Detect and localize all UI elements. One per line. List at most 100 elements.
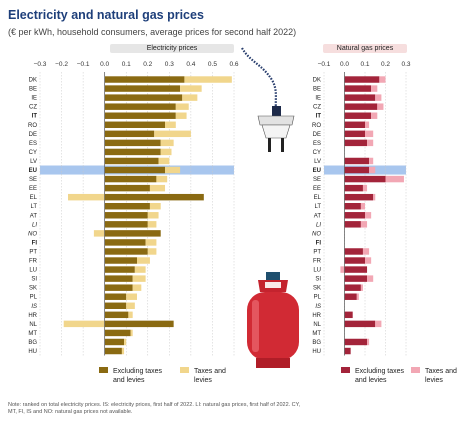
gas-bar-excl <box>344 284 361 291</box>
elec-bar-tax <box>175 112 187 119</box>
gas-bar-tax <box>362 184 368 192</box>
elec-bar-tax <box>160 139 174 147</box>
gas-bar-excl <box>344 248 363 255</box>
gas-country-label: PT <box>313 249 321 255</box>
gas-bar-tax <box>362 248 370 255</box>
elec-bar-excl <box>104 103 176 110</box>
elec-country-label: IE <box>31 96 37 102</box>
elec-country-label: NO <box>28 231 37 237</box>
elec-country-label: EL <box>30 195 38 201</box>
elec-country-label: IT <box>32 114 38 120</box>
gas-bar-tax <box>367 275 374 282</box>
elec-bar-excl <box>104 266 135 273</box>
elec-bar-excl <box>104 338 125 346</box>
gas-country-label: DE <box>313 132 321 138</box>
gas-country-label: CY <box>313 150 321 156</box>
elec-bar-excl <box>104 76 185 83</box>
elec-bar-excl <box>104 248 148 255</box>
elec-bar-excl <box>104 212 148 219</box>
gas-cylinder-icon <box>247 272 299 368</box>
elec-bar-tax <box>149 203 161 210</box>
elec-tick-label: 0.1 <box>122 61 131 68</box>
gas-country-label: PL <box>314 295 322 301</box>
gas-country-label: LV <box>314 159 321 165</box>
gas-bar-tax <box>385 175 404 183</box>
elec-bar-tax <box>160 148 172 156</box>
gas-bar-tax <box>375 320 382 328</box>
elec-country-label: SE <box>29 177 37 183</box>
gas-tick-label: 0.2 <box>381 61 390 68</box>
elec-bar-excl <box>104 184 150 192</box>
gas-bar-excl <box>344 193 374 201</box>
elec-bar-tax <box>126 302 135 309</box>
gas-bar-excl <box>344 175 386 183</box>
gas-bar-excl <box>344 121 365 128</box>
page-title: Electricity and natural gas prices <box>8 8 204 22</box>
elec-country-label: EE <box>29 186 37 192</box>
elec-country-label: CY <box>29 150 37 156</box>
legend-elec-tax-swatch <box>180 367 189 373</box>
gas-country-label: NO <box>312 231 321 237</box>
elec-bar-tax <box>145 239 157 246</box>
legend-gas-tax-label: Taxes and <box>425 368 457 375</box>
gas-country-label: AT <box>314 213 322 219</box>
elec-country-label: FR <box>29 259 38 265</box>
elec-bar-excl <box>104 85 181 92</box>
gas-bar-tax <box>360 221 368 228</box>
legend-elec-excl-label: and levies <box>113 377 145 384</box>
elec-country-label: IS <box>31 304 37 310</box>
gas-bar-excl <box>344 212 365 219</box>
gas-bar-tax <box>377 103 384 110</box>
gas-bar-tax <box>356 293 359 300</box>
elec-tick-label: −0.1 <box>77 61 90 68</box>
elec-country-label: RO <box>28 123 37 129</box>
gas-country-label: BG <box>312 340 321 346</box>
elec-country-label: LI <box>32 222 37 228</box>
legend-elec-tax-label: levies <box>194 377 212 384</box>
gas-country-label: DK <box>313 78 321 84</box>
elec-bar-tax <box>63 320 105 328</box>
elec-bar-excl <box>104 230 161 237</box>
gas-country-label: ES <box>313 141 321 147</box>
gas-panel-title: Natural gas prices <box>323 44 407 53</box>
elec-bar-excl <box>104 193 204 201</box>
elec-bar-tax <box>128 311 133 319</box>
elec-bar-excl <box>104 112 176 119</box>
elec-bar-tax <box>132 284 142 291</box>
elec-country-label: PT <box>29 249 37 255</box>
gas-bar-excl <box>344 275 368 282</box>
elec-bar-excl <box>104 329 131 337</box>
legend-gas-excl-label: and levies <box>355 377 387 384</box>
gas-bar-excl <box>344 293 357 300</box>
elec-country-label: DK <box>29 78 37 84</box>
elec-bar-tax <box>134 266 146 273</box>
elec-country-label: MT <box>28 331 37 337</box>
elec-bar-excl <box>104 293 127 300</box>
elec-bar-excl <box>104 320 174 328</box>
legend-gas-excl-swatch <box>341 367 350 373</box>
elec-country-label: DE <box>29 132 37 138</box>
legend-elec-excl-swatch <box>99 367 108 373</box>
gas-bar-excl <box>344 112 372 119</box>
legend-gas-tax-swatch <box>411 367 420 373</box>
gas-bar-excl <box>344 257 365 264</box>
elec-country-label: SK <box>29 286 37 292</box>
elec-bar-tax <box>175 103 189 110</box>
elec-bar-tax <box>130 329 133 337</box>
elec-bar-tax <box>124 338 127 346</box>
gas-bar-tax <box>360 284 363 291</box>
elec-bar-excl <box>104 275 133 282</box>
gas-country-label: RO <box>312 123 321 129</box>
elec-tick-label: 0.3 <box>165 61 174 68</box>
elec-bar-excl <box>104 94 183 101</box>
elec-bar-excl <box>104 203 150 210</box>
gas-bar-excl <box>344 130 365 138</box>
gas-country-label: SK <box>313 286 321 292</box>
gas-country-label: LU <box>313 268 321 274</box>
gas-bar-tax <box>379 76 386 83</box>
gas-country-label: IT <box>316 114 322 120</box>
gas-country-label: FI <box>316 240 322 246</box>
elec-bar-tax <box>156 175 168 183</box>
gas-bar-excl <box>344 338 368 346</box>
gas-bar-tax <box>365 130 374 138</box>
